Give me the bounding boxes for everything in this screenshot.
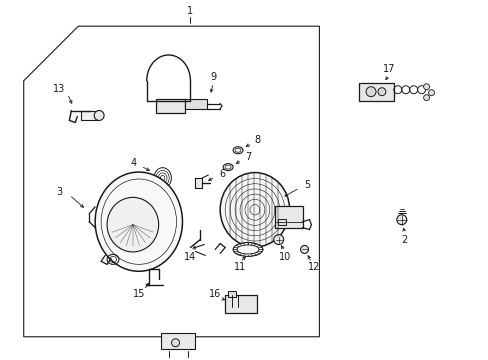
Bar bbox=[155, 99, 185, 113]
Text: 2: 2 bbox=[401, 234, 407, 244]
Text: 3: 3 bbox=[56, 187, 62, 197]
Bar bbox=[224, 295, 256, 313]
Text: 11: 11 bbox=[233, 262, 245, 272]
Ellipse shape bbox=[223, 164, 233, 171]
Circle shape bbox=[396, 215, 406, 225]
Ellipse shape bbox=[233, 147, 243, 154]
Ellipse shape bbox=[220, 172, 289, 247]
Text: 15: 15 bbox=[132, 289, 145, 299]
Bar bbox=[81, 111, 99, 121]
Text: 16: 16 bbox=[209, 289, 221, 299]
Text: 13: 13 bbox=[53, 84, 65, 94]
Ellipse shape bbox=[95, 172, 182, 271]
Circle shape bbox=[273, 235, 283, 244]
Ellipse shape bbox=[237, 245, 258, 254]
Text: 8: 8 bbox=[254, 135, 261, 145]
Ellipse shape bbox=[94, 111, 104, 121]
Circle shape bbox=[377, 88, 385, 96]
Ellipse shape bbox=[233, 243, 263, 256]
Bar bbox=[274, 206, 302, 228]
Text: 9: 9 bbox=[210, 72, 216, 82]
Text: 4: 4 bbox=[130, 158, 137, 168]
Circle shape bbox=[427, 90, 434, 96]
Circle shape bbox=[423, 95, 428, 100]
Text: 12: 12 bbox=[307, 262, 320, 272]
Text: 1: 1 bbox=[187, 6, 193, 16]
Circle shape bbox=[171, 339, 179, 347]
Ellipse shape bbox=[107, 197, 158, 252]
Bar bbox=[358, 83, 393, 100]
Bar bbox=[161, 333, 195, 349]
Text: 10: 10 bbox=[278, 252, 290, 262]
Bar bbox=[228, 291, 236, 297]
Circle shape bbox=[366, 87, 375, 96]
Bar bbox=[277, 219, 285, 225]
Circle shape bbox=[423, 84, 428, 90]
Bar bbox=[185, 99, 207, 109]
Text: 17: 17 bbox=[382, 64, 394, 74]
Polygon shape bbox=[195, 178, 202, 188]
Text: 5: 5 bbox=[304, 180, 310, 190]
Circle shape bbox=[300, 246, 308, 253]
Text: 7: 7 bbox=[244, 152, 250, 162]
Text: 6: 6 bbox=[219, 169, 225, 179]
Text: 14: 14 bbox=[184, 252, 196, 262]
